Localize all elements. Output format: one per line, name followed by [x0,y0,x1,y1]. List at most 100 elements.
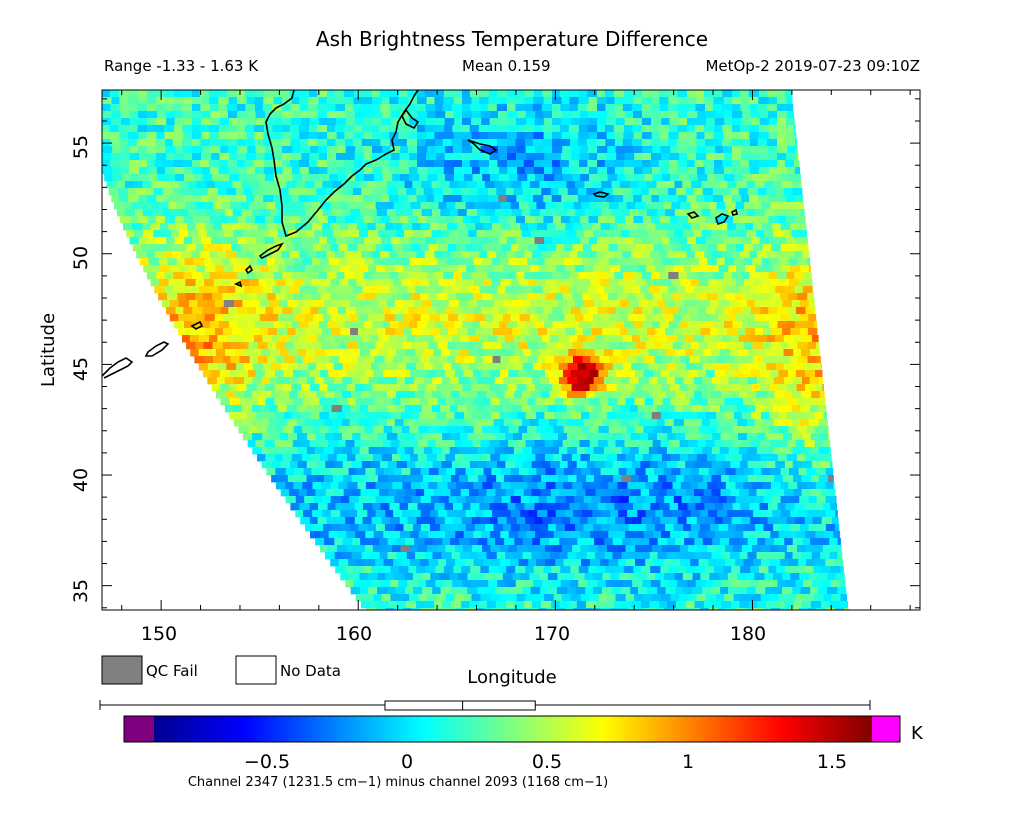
heatmap-cell [358,265,369,273]
heatmap-cell [436,118,445,126]
heatmap-cell [730,286,740,294]
heatmap-cell [660,139,669,147]
heatmap-cell [139,118,148,126]
heatmap-cell [331,209,343,217]
heatmap-cell [305,209,316,217]
heatmap-cell [363,195,373,203]
heatmap-cell [308,272,319,280]
heatmap-cell [520,265,531,273]
heatmap-cell [209,132,219,140]
heatmap-cell [256,384,266,392]
heatmap-cell [430,573,440,581]
heatmap-cell [645,524,656,532]
heatmap-cell [454,384,463,392]
heatmap-cell [249,279,259,287]
heatmap-cell [756,377,766,385]
heatmap-cell [112,111,121,119]
heatmap-cell [535,398,545,406]
heatmap-cell [123,202,132,210]
heatmap-cell [697,307,707,315]
heatmap-cell [312,482,322,490]
heatmap-cell [579,153,590,161]
heatmap-cell [326,237,337,245]
heatmap-cell [614,251,623,259]
heatmap-cell [625,531,636,539]
heatmap-cell [662,174,671,182]
heatmap-cell [643,216,652,224]
heatmap-cell [350,587,361,595]
heatmap-cell [801,230,808,238]
heatmap-cell [711,391,722,399]
heatmap-cell [147,118,157,126]
heatmap-cell [384,468,394,476]
heatmap-cell [371,272,382,280]
heatmap-cell [688,440,699,448]
heatmap-cell [593,265,602,273]
heatmap-cell [348,468,357,476]
heatmap-cell [379,125,390,133]
heatmap-cell [560,580,571,588]
heatmap-cell [584,377,595,385]
heatmap-cell [381,132,390,140]
heatmap-cell [589,440,599,448]
heatmap-cell [372,167,383,175]
heatmap-cell [447,223,458,231]
heatmap-cell [563,293,573,301]
heatmap-cell [386,181,396,189]
heatmap-cell [393,468,402,476]
heatmap-cell [634,153,643,161]
heatmap-cell [273,272,283,280]
heatmap-cell [453,216,464,224]
heatmap-cell [833,531,841,539]
heatmap-cell [330,524,341,532]
heatmap-cell [392,258,403,266]
heatmap-cell [361,391,370,399]
heatmap-cell [379,552,388,560]
heatmap-cell [726,244,737,252]
heatmap-cell [617,545,626,553]
heatmap-cell [819,538,830,546]
heatmap-cell [522,300,531,308]
heatmap-cell [603,230,612,238]
heatmap-cell [452,160,463,168]
heatmap-cell [621,349,631,357]
heatmap-cell [507,384,517,392]
heatmap-cell [652,307,662,315]
heatmap-cell [744,279,754,287]
heatmap-cell [311,202,321,210]
heatmap-cell [570,307,581,315]
heatmap-cell [640,363,650,371]
heatmap-cell [510,293,519,301]
heatmap-cell [835,496,837,504]
heatmap-cell [412,510,422,518]
heatmap-cell [483,559,492,567]
heatmap-cell [427,307,437,315]
heatmap-cell [753,356,763,364]
heatmap-cell [396,230,405,238]
heatmap-cell [286,405,298,413]
heatmap-cell [523,90,535,98]
heatmap-cell [534,90,543,98]
heatmap-cell [164,286,174,294]
heatmap-cell [508,216,517,224]
heatmap-cell [766,188,777,196]
heatmap-cell [433,125,445,133]
heatmap-cell [327,132,337,140]
heatmap-cell [394,419,405,427]
heatmap-cell [276,244,287,252]
heatmap-cell [498,503,508,511]
heatmap-cell [465,293,474,301]
heatmap-cell [610,573,620,581]
heatmap-cell [633,97,643,105]
heatmap-cell [780,314,790,322]
heatmap-cell [721,391,730,399]
heatmap-cell [645,202,655,210]
heatmap-cell [651,132,660,140]
heatmap-cell [120,139,129,147]
heatmap-cell [709,181,720,189]
heatmap-cell [822,545,833,553]
heatmap-cell [640,552,651,560]
heatmap-cell [622,433,631,441]
heatmap-cell [623,195,634,203]
heatmap-cell [739,286,750,294]
